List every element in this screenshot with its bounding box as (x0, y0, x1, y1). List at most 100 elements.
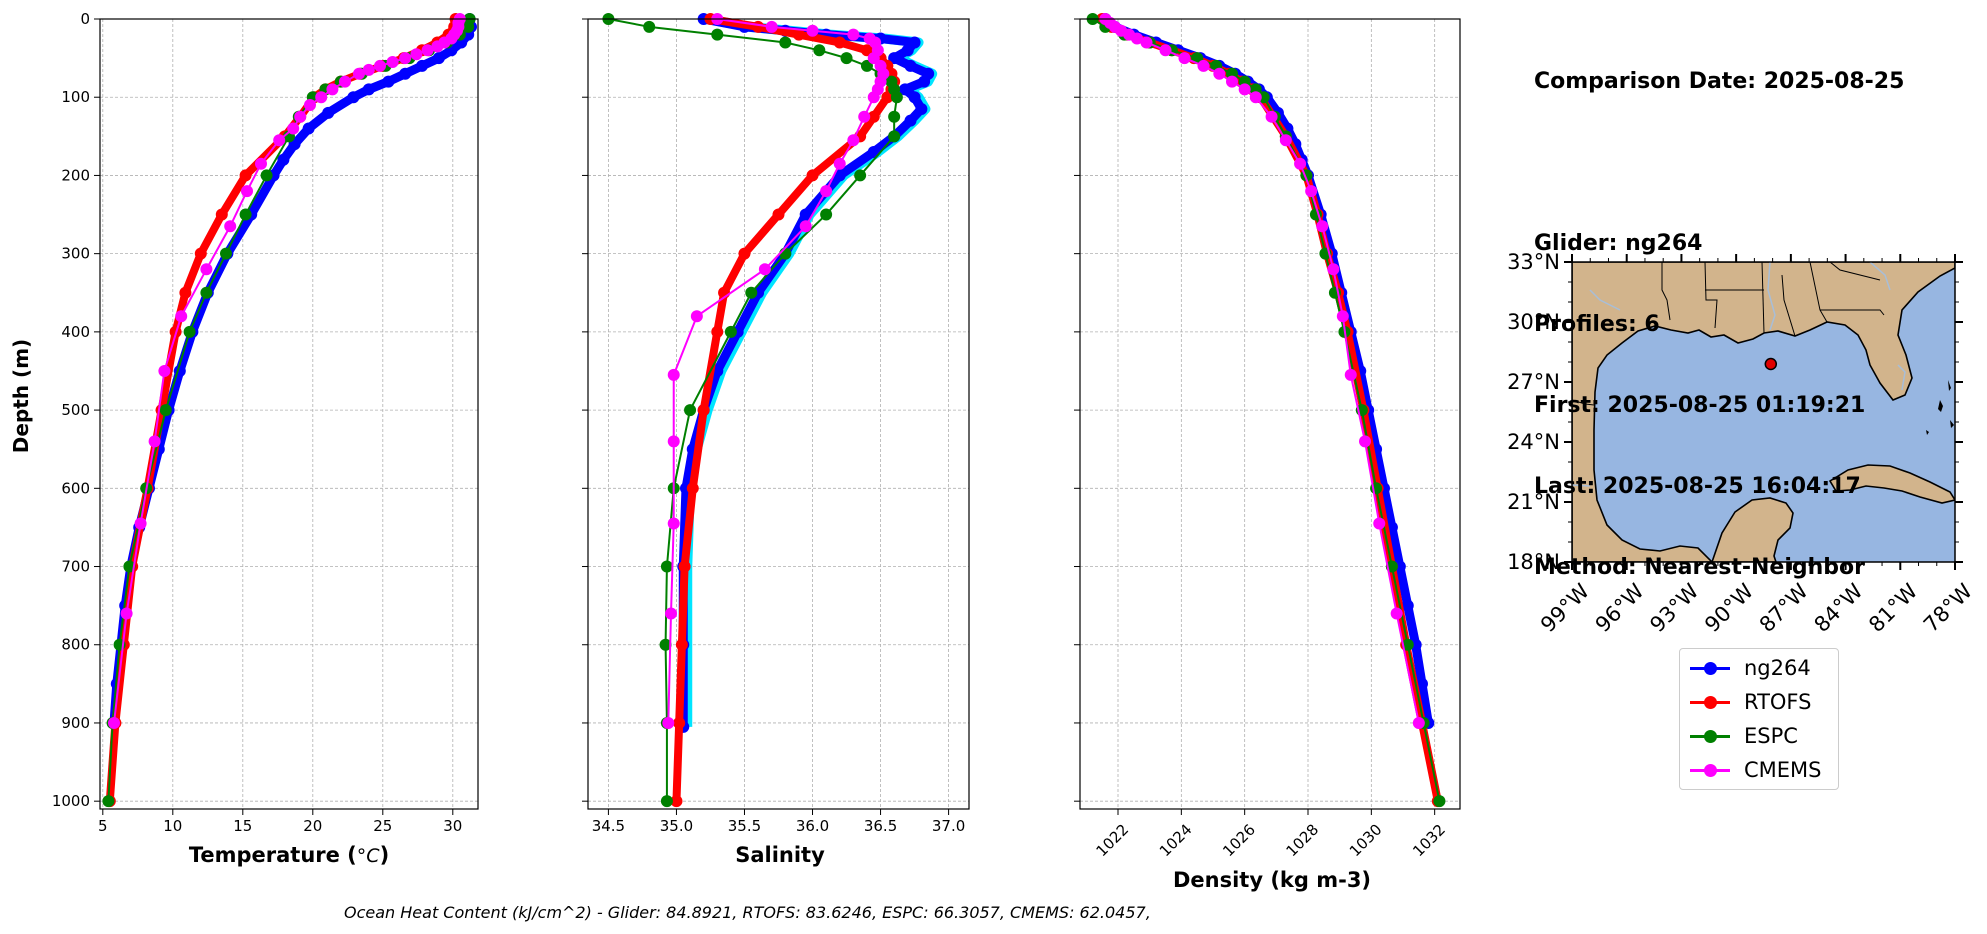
series-line-cmems (1104, 18, 1420, 724)
map-lat-label: 30°N (1507, 310, 1560, 334)
data-point-cmems (421, 44, 434, 57)
data-point-cmems (806, 24, 819, 37)
x-tick-label: 37.0 (932, 817, 965, 835)
data-point-espc (888, 110, 901, 123)
data-point-rtofs (772, 208, 785, 221)
data-point-cmems (1226, 75, 1238, 88)
data-point-rtofs (867, 110, 880, 123)
data-point-ng264 (416, 59, 428, 72)
data-point-ng264 (399, 67, 412, 80)
data-point-cmems (241, 185, 253, 198)
data-point-cmems (1294, 157, 1307, 170)
data-point-cmems (287, 122, 300, 135)
data-point-cmems (158, 364, 171, 377)
temperature-axis-label: Temperature (°C) (189, 843, 389, 867)
data-point-rtofs (806, 169, 819, 182)
data-point-espc (888, 130, 901, 143)
data-point-rtofs (239, 169, 252, 182)
legend-item-rtofs: RTOFS (1690, 687, 1811, 717)
data-point-cmems (134, 517, 147, 530)
axes-frame (587, 18, 970, 810)
salinity-axis-label: Salinity (735, 843, 825, 867)
y-tick-label: 300 (61, 245, 90, 263)
data-point-cmems (662, 716, 675, 729)
series-line-cmems (667, 18, 885, 724)
data-point-ng264 (432, 52, 445, 65)
data-point-cmems (326, 83, 339, 96)
data-point-espc (660, 795, 673, 808)
series-line-ng264 (1100, 14, 1433, 728)
data-point-ng264 (362, 83, 375, 96)
data-point-espc (820, 208, 833, 221)
data-point-espc (779, 36, 792, 49)
legend-label: RTOFS (1744, 690, 1812, 714)
map-land-cuba (1828, 464, 1955, 504)
data-point-cmems (1159, 44, 1172, 57)
data-point-rtofs (678, 560, 691, 573)
temperature-axes: 5 10 15 20 25 3001002003004005006007008009001… (52, 10, 479, 835)
data-point-espc (643, 20, 656, 33)
data-point-cmems (294, 110, 307, 123)
x-tick-label: 1030 (1346, 821, 1386, 861)
x-tick-label: 15 (233, 817, 252, 835)
x-tick-label: 1022 (1093, 821, 1133, 861)
legend-swatch (1690, 695, 1730, 709)
y-tick-label: 800 (61, 636, 90, 654)
glider-location-marker (1764, 357, 1778, 371)
data-point-rtofs (738, 247, 751, 260)
x-tick-label: 36.5 (864, 817, 897, 835)
data-point-rtofs (860, 44, 873, 57)
y-tick-label: 0 (80, 10, 90, 28)
data-point-cmems (1373, 517, 1386, 530)
data-point-ng264 (904, 59, 917, 72)
legend-item-ng264: ng264 (1690, 653, 1811, 683)
x-tick-label: 35.0 (660, 817, 693, 835)
info-panel: Comparison Date: 2025-08-25 Glider: ng26… (1534, 14, 1904, 608)
data-point-rtofs (670, 795, 683, 808)
data-point-ng264 (904, 114, 917, 127)
data-point-espc (1401, 638, 1414, 651)
data-point-cmems (1249, 91, 1262, 104)
data-point-cmems (1279, 134, 1292, 147)
data-point-cmems (867, 52, 880, 65)
data-point-cmems (667, 517, 680, 530)
data-point-rtofs (194, 247, 207, 260)
axes-frame (1079, 18, 1461, 810)
data-point-cmems (667, 368, 680, 381)
data-point-espc (860, 59, 873, 72)
x-tick-label: 20 (303, 817, 322, 835)
data-point-cmems (304, 99, 316, 112)
data-point-ng264 (799, 208, 812, 221)
data-point-espc (724, 325, 737, 338)
map-lat-label: 27°N (1507, 370, 1560, 394)
data-point-cmems (1305, 185, 1318, 198)
data-point-espc (745, 286, 758, 299)
data-point-cmems (108, 716, 120, 729)
data-point-espc (890, 91, 903, 104)
data-point-espc (123, 560, 136, 573)
x-tick-label: 10 (163, 817, 182, 835)
data-point-cmems (858, 110, 871, 123)
data-point-cmems (399, 52, 412, 65)
data-point-cmems (1316, 220, 1329, 233)
first-time: First: 2025-08-25 01:19:21 (1534, 393, 1866, 418)
y-tick-label: 1000 (52, 792, 90, 810)
x-tick-label: 34.5 (592, 817, 625, 835)
data-point-cmems (410, 48, 423, 61)
info-spacer (1534, 149, 1904, 176)
map-lon-label: 78°W (1919, 579, 1977, 637)
data-point-espc (260, 169, 273, 182)
data-point-cmems (833, 157, 846, 170)
data-point-cmems (1131, 32, 1143, 45)
data-point-espc (200, 286, 213, 299)
data-point-espc (684, 404, 697, 417)
data-point-cmems (200, 263, 213, 276)
data-point-rtofs (881, 91, 894, 104)
data-point-cmems (765, 20, 778, 33)
data-point-espc (660, 560, 673, 573)
y-tick-label: 700 (61, 558, 90, 576)
data-point-espc (462, 20, 475, 33)
data-point-espc (183, 325, 196, 338)
data-point-rtofs (752, 20, 765, 33)
data-point-cmems (148, 435, 161, 448)
